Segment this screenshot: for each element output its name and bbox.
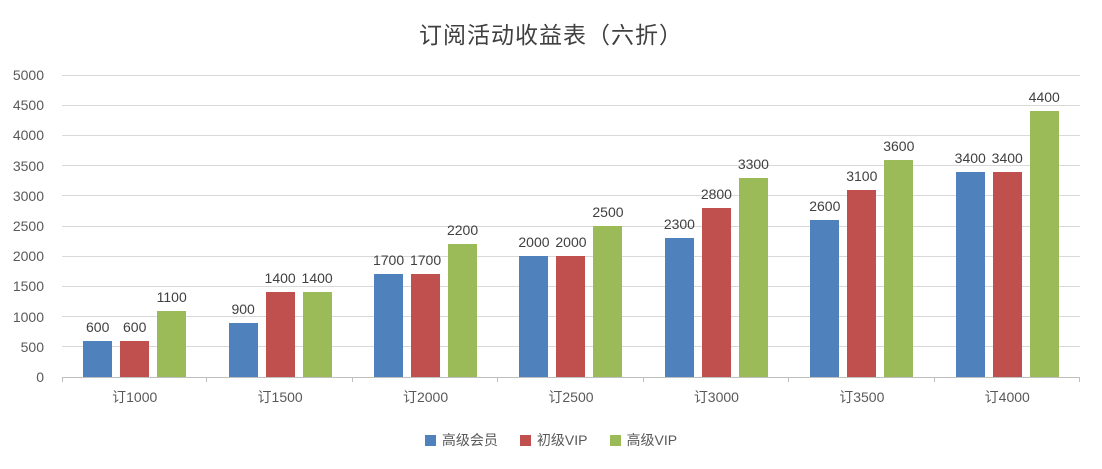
bar-series-2: 3100 bbox=[846, 168, 877, 377]
bar-series-2: 3400 bbox=[992, 150, 1023, 377]
gridline bbox=[62, 255, 1080, 257]
gridline bbox=[62, 225, 1080, 227]
gridline bbox=[62, 134, 1080, 136]
data-label: 600 bbox=[123, 318, 147, 335]
data-label: 900 bbox=[231, 300, 255, 317]
y-tick-label: 4500 bbox=[12, 97, 44, 114]
x-tick-label: 订1500 bbox=[207, 377, 353, 409]
x-axis: 订1000 订1500 订2000 订2500 订3000 订3500 订4000 bbox=[62, 377, 1080, 409]
bar-series-3: 3600 bbox=[883, 138, 914, 377]
data-label: 3100 bbox=[846, 167, 878, 184]
data-label: 3300 bbox=[737, 155, 769, 172]
bar-series-2: 600 bbox=[120, 319, 150, 377]
bar-series-2: 1400 bbox=[265, 270, 296, 377]
bar-group-6: 2600 3100 3600 bbox=[789, 75, 934, 377]
y-tick-label: 2000 bbox=[12, 248, 44, 265]
x-tick-mark bbox=[351, 377, 353, 382]
y-axis: 5000 4500 4000 3500 3000 2500 2000 1500 1000 500 0 bbox=[0, 67, 54, 385]
bar-series-3: 3300 bbox=[738, 156, 769, 377]
data-label: 1700 bbox=[409, 252, 442, 269]
data-label: 1700 bbox=[372, 252, 405, 269]
bar-series-1: 600 bbox=[83, 319, 113, 377]
x-tick-mark bbox=[62, 377, 63, 382]
x-axis-line bbox=[62, 376, 1080, 378]
bar-series-2: 2800 bbox=[701, 186, 732, 377]
gridline bbox=[62, 165, 1080, 167]
x-tick-label: 订4000 bbox=[935, 377, 1080, 409]
x-tick-label: 订2500 bbox=[498, 377, 644, 409]
y-tick-label: 5000 bbox=[12, 67, 44, 83]
data-label: 2000 bbox=[555, 234, 587, 251]
gridline bbox=[62, 74, 1080, 76]
bar-group-2: 900 1400 1400 bbox=[207, 75, 352, 377]
x-tick-mark bbox=[206, 377, 208, 382]
data-label: 2600 bbox=[809, 197, 841, 214]
x-tick-label: 订3000 bbox=[644, 377, 790, 409]
bar-series-3: 1100 bbox=[157, 289, 187, 377]
data-label: 3600 bbox=[883, 137, 915, 154]
x-tick-label: 订2000 bbox=[353, 377, 499, 409]
bar-group-1: 600 600 1100 bbox=[62, 75, 207, 377]
legend: 高级会员 初级VIP 高级VIP bbox=[0, 430, 1102, 450]
bar-series-1: 2300 bbox=[664, 216, 695, 377]
y-tick-label: 3000 bbox=[12, 187, 44, 204]
data-label: 1400 bbox=[301, 270, 333, 287]
legend-swatch bbox=[519, 434, 531, 446]
data-label: 3400 bbox=[954, 149, 986, 166]
bar-series-2: 1700 bbox=[410, 252, 441, 377]
bar-group-3: 1700 1700 2200 bbox=[353, 75, 498, 377]
bar-series-1: 1700 bbox=[373, 252, 404, 377]
x-tick-mark bbox=[642, 377, 644, 382]
legend-item-1: 高级会员 bbox=[424, 430, 498, 450]
y-tick-label: 1500 bbox=[12, 278, 44, 295]
x-tick-label: 订3500 bbox=[789, 377, 935, 409]
bar-series-1: 2000 bbox=[518, 234, 550, 377]
data-label: 3400 bbox=[991, 149, 1023, 166]
y-tick-label: 500 bbox=[20, 338, 44, 355]
x-tick-mark bbox=[788, 377, 790, 382]
data-label: 2500 bbox=[592, 204, 624, 220]
y-tick-label: 4000 bbox=[12, 127, 44, 144]
bar-series-1: 900 bbox=[228, 301, 258, 377]
y-tick-label: 0 bbox=[36, 369, 44, 385]
legend-item-2: 初级VIP bbox=[519, 430, 588, 450]
y-tick-label: 2500 bbox=[12, 218, 44, 234]
legend-label: 初级VIP bbox=[536, 432, 588, 448]
legend-swatch bbox=[424, 434, 436, 446]
y-tick-label: 3500 bbox=[12, 157, 44, 174]
bar-series-1: 2600 bbox=[809, 198, 840, 377]
legend-label: 高级VIP bbox=[626, 432, 678, 448]
data-label: 2800 bbox=[700, 185, 732, 202]
bar-series-3: 4400 bbox=[1029, 89, 1060, 377]
data-label: 2000 bbox=[518, 234, 550, 251]
y-tick-label: 1000 bbox=[12, 308, 44, 325]
gridline bbox=[62, 104, 1080, 106]
bar-group-4: 2000 2000 2500 bbox=[498, 75, 643, 377]
data-label: 1400 bbox=[264, 270, 296, 287]
plot-area: 600 600 1100 900 1400 1400 1700 1700 2200 2000 200… bbox=[62, 74, 1080, 378]
x-tick-mark bbox=[497, 377, 499, 382]
bar-series-3: 1400 bbox=[302, 270, 333, 377]
gridline bbox=[62, 195, 1080, 197]
data-label: 2200 bbox=[446, 222, 479, 239]
data-label: 2300 bbox=[663, 216, 695, 233]
bar-series-2: 2000 bbox=[555, 234, 587, 377]
legend-swatch bbox=[609, 434, 621, 446]
x-tick-label: 订1000 bbox=[62, 377, 208, 409]
x-tick-mark bbox=[933, 377, 935, 382]
legend-item-3: 高级VIP bbox=[609, 430, 678, 450]
x-tick-mark bbox=[1078, 377, 1080, 382]
legend-label: 高级会员 bbox=[441, 432, 498, 448]
data-label: 4400 bbox=[1028, 89, 1060, 106]
data-label: 600 bbox=[86, 318, 110, 335]
bar-group-5: 2300 2800 3300 bbox=[644, 75, 789, 377]
bar-series-1: 3400 bbox=[955, 150, 986, 377]
bar-series-3: 2500 bbox=[592, 204, 624, 377]
chart-title: 订阅活动收益表（六折） bbox=[419, 22, 683, 48]
bar-series-3: 2200 bbox=[447, 222, 478, 377]
bars-layer: 600 600 1100 900 1400 1400 1700 1700 2200 2000 200… bbox=[62, 75, 1080, 377]
data-label: 1100 bbox=[156, 288, 187, 305]
bar-group-7: 3400 3400 4400 bbox=[935, 75, 1080, 377]
